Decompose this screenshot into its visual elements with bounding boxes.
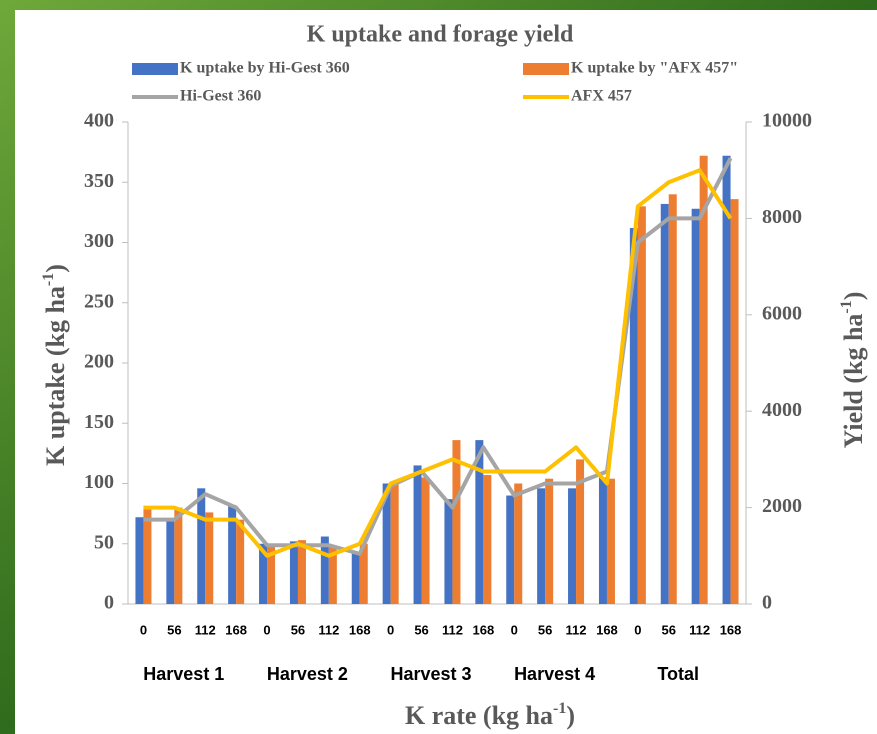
bar (637, 206, 646, 604)
bar (174, 507, 183, 604)
bar (506, 495, 515, 604)
y-tick-label: 0 (104, 592, 114, 614)
y2-axis-title: Yield (kg ha-1) (838, 292, 868, 449)
bar (691, 208, 700, 604)
x-tick-label: 168 (472, 622, 494, 637)
bar (135, 517, 144, 604)
x-tick-label: 168 (349, 622, 371, 637)
legend-swatch (523, 63, 569, 75)
y-tick-label: 400 (84, 110, 114, 132)
group-label: Total (657, 664, 699, 684)
y2-tick-label: 8000 (762, 206, 802, 228)
bar (629, 228, 638, 605)
group-label: Harvest 2 (267, 664, 348, 684)
x-tick-label: 112 (318, 622, 339, 637)
x-tick-label: 112 (442, 622, 463, 637)
y-tick-label: 50 (94, 531, 114, 553)
y-tick-label: 150 (84, 411, 114, 433)
x-tick-label: 0 (634, 622, 641, 637)
bar (598, 477, 607, 604)
x-tick-label: 56 (414, 622, 428, 637)
x-tick-label: 56 (291, 622, 305, 637)
bar (514, 483, 523, 604)
bar (297, 540, 306, 604)
bar (475, 440, 484, 604)
y2-tick-label: 4000 (762, 399, 802, 421)
bar (228, 505, 237, 604)
y2-tick-label: 2000 (762, 495, 802, 517)
y2-tick-label: 0 (762, 592, 772, 614)
x-tick-label: 0 (263, 622, 270, 637)
bar (483, 475, 492, 604)
x-tick-label: 0 (387, 622, 394, 637)
group-label: Harvest 4 (514, 664, 595, 684)
chart-title: K uptake and forage yield (307, 22, 574, 48)
bar (328, 546, 337, 604)
bar (421, 477, 430, 604)
bar (143, 508, 152, 604)
y-tick-label: 250 (84, 290, 114, 312)
bar (568, 488, 577, 604)
bar (668, 194, 677, 605)
legend-label: K uptake by "AFX 457" (571, 60, 738, 77)
bar (382, 483, 391, 604)
x-tick-label: 56 (167, 622, 181, 637)
line (143, 168, 733, 558)
bar (660, 203, 669, 604)
x-tick-label: 0 (140, 622, 147, 637)
bar (259, 543, 268, 604)
y-tick-label: 350 (84, 170, 114, 192)
x-tick-label: 112 (195, 622, 216, 637)
bar (452, 440, 461, 604)
y-axis-title: K uptake (kg ha-1) (40, 264, 70, 466)
bar (359, 543, 368, 604)
bar (730, 199, 739, 604)
y-tick-label: 300 (84, 230, 114, 252)
y-tick-label: 100 (84, 471, 114, 493)
x-tick-label: 168 (720, 622, 742, 637)
legend-label: Hi-Gest 360 (180, 88, 261, 105)
x-tick-label: 56 (538, 622, 552, 637)
bar (236, 519, 245, 604)
bar (289, 541, 298, 604)
legend-label: K uptake by Hi-Gest 360 (180, 60, 350, 77)
bar (576, 459, 585, 604)
legend-label: AFX 457 (571, 88, 632, 105)
bar (390, 483, 399, 604)
x-tick-label: 168 (596, 622, 618, 637)
bar (722, 155, 731, 605)
line (143, 157, 733, 556)
bar (413, 465, 422, 604)
x-tick-label: 112 (566, 622, 587, 637)
legend-swatch (132, 63, 178, 75)
x-axis-title: K rate (kg ha-1) (405, 700, 575, 730)
bar (351, 552, 360, 604)
x-tick-label: 112 (689, 622, 710, 637)
bar (699, 155, 708, 605)
x-tick-label: 0 (511, 622, 518, 637)
bar (537, 488, 546, 604)
bar (606, 478, 615, 604)
x-tick-label: 168 (225, 622, 247, 637)
bar (267, 546, 276, 604)
bar (197, 488, 206, 604)
bar (444, 499, 453, 604)
y-tick-label: 200 (84, 351, 114, 373)
x-tick-label: 56 (662, 622, 676, 637)
group-label: Harvest 3 (390, 664, 471, 684)
group-label: Harvest 1 (143, 664, 224, 684)
y2-tick-label: 6000 (762, 302, 802, 324)
y2-tick-label: 10000 (762, 110, 812, 132)
bar (545, 478, 554, 604)
bar (166, 518, 175, 604)
bar (205, 512, 214, 604)
bar (320, 536, 329, 604)
